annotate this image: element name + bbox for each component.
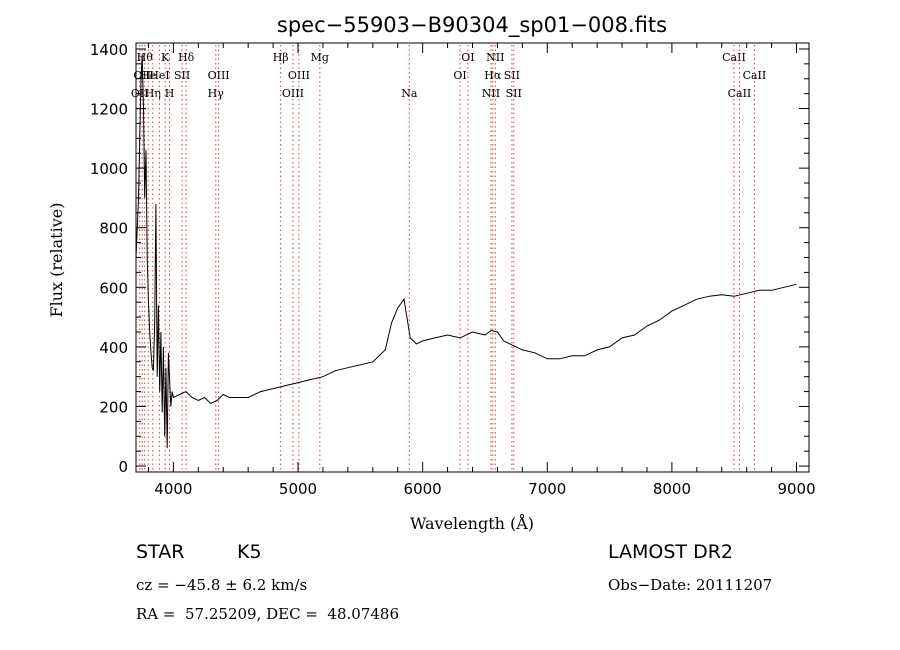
y-tick-label: 200 <box>99 398 128 416</box>
y-tick-label: 800 <box>99 220 128 238</box>
emission-line-label: Na <box>401 87 418 100</box>
x-tick-label: 9000 <box>777 480 815 498</box>
emission-line-label: CaII <box>728 87 752 100</box>
y-tick-label: 0 <box>118 458 128 476</box>
emission-line-label: Hβ <box>273 51 289 64</box>
x-tick-label: 7000 <box>528 480 566 498</box>
x-axis: 4000 5000 6000 7000 8000 9000 <box>147 43 816 498</box>
emission-line-label: H <box>165 87 175 100</box>
y-tick-label: 1400 <box>90 41 128 59</box>
emission-line-label: Mg <box>311 51 329 64</box>
emission-line-label: OIII <box>282 87 304 100</box>
x-tick-label: 4000 <box>154 480 192 498</box>
sky-coordinates: RA = 57.25209, DEC = 48.07486 <box>136 605 400 623</box>
emission-line-label: NII <box>486 51 504 64</box>
emission-line-label: OIII <box>288 69 310 82</box>
y-tick-label: 1200 <box>90 101 128 119</box>
emission-line-label: NII <box>482 87 500 100</box>
emission-line-label: Hγ <box>208 87 225 100</box>
chart-title: spec−55903−B90304_sp01−008.fits <box>277 13 667 38</box>
emission-line-markers: OIIOIIHθHeHηHeIKHSIIHδHγOIIIHβOIIIOIIIMg… <box>131 45 766 472</box>
object-class: STAR <box>136 541 185 563</box>
emission-line-label: HeI <box>149 69 169 82</box>
y-tick-label: 1000 <box>90 160 128 178</box>
x-axis-label: Wavelength (Å) <box>410 513 534 533</box>
survey-release: LAMOST DR2 <box>608 541 733 563</box>
emission-line-label: Hδ <box>178 51 195 64</box>
emission-line-label: Hη <box>145 87 161 100</box>
emission-line-label: CaII <box>743 69 767 82</box>
emission-line-label: SII <box>174 69 190 82</box>
emission-line-label: Hθ <box>137 51 154 64</box>
x-tick-label: 6000 <box>404 480 442 498</box>
spectrum-series-line <box>135 54 797 449</box>
redshift-value: cz = −45.8 ± 6.2 km/s <box>136 576 308 594</box>
emission-line-label: K <box>161 51 170 64</box>
y-axis-label: Flux (relative) <box>47 203 66 318</box>
observation-date: Obs−Date: 20111207 <box>608 576 773 594</box>
y-axis: 0 200 400 600 800 1000 1200 1400 <box>90 41 809 476</box>
y-tick-label: 600 <box>99 279 128 297</box>
x-tick-label: 5000 <box>279 480 317 498</box>
emission-line-label: He <box>140 69 156 82</box>
emission-line-label: SII <box>504 69 520 82</box>
emission-line-label: SII <box>506 87 522 100</box>
emission-line-label: Hα <box>484 69 502 82</box>
emission-line-label: OIII <box>208 69 230 82</box>
emission-line-label: CaII <box>722 51 746 64</box>
emission-line-label: OI <box>461 51 474 64</box>
emission-line-label: OI <box>453 69 466 82</box>
plot-frame <box>135 42 810 473</box>
y-tick-label: 400 <box>99 339 128 357</box>
spectral-subclass: K5 <box>237 541 262 563</box>
x-tick-label: 8000 <box>653 480 691 498</box>
